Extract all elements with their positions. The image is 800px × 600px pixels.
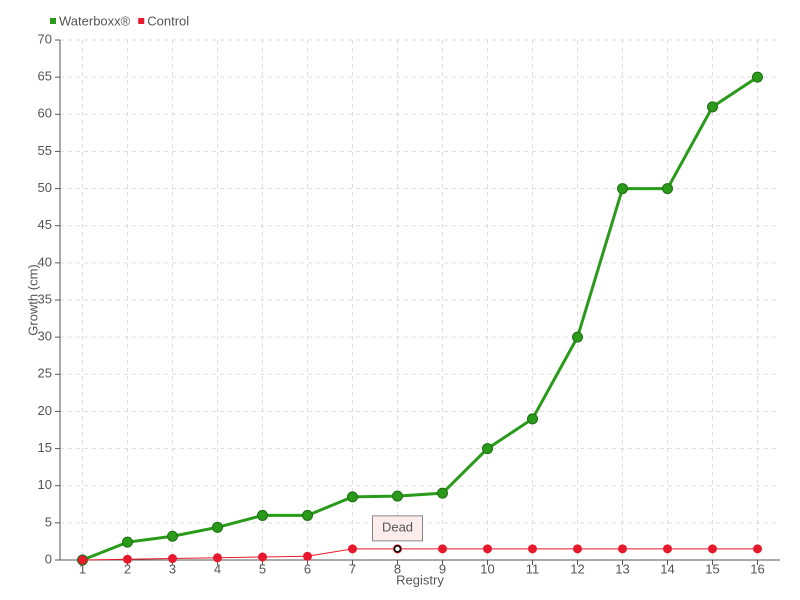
x-tick-label: 12 [570, 561, 584, 576]
data-point [347, 491, 358, 503]
x-tick-label: 10 [480, 561, 494, 576]
x-tick-label: 2 [124, 561, 131, 576]
annotation-text: Dead [382, 519, 413, 534]
data-point [212, 521, 223, 533]
x-tick-label: 6 [304, 561, 311, 576]
y-tick-label: 50 [38, 180, 52, 195]
data-point [708, 544, 717, 554]
y-tick-label: 10 [38, 477, 52, 492]
y-tick-label: 35 [38, 291, 52, 306]
data-point [167, 530, 178, 542]
x-tick-label: 14 [660, 561, 674, 576]
data-point [348, 544, 357, 554]
data-point [213, 553, 222, 563]
y-tick-label: 25 [38, 366, 52, 381]
annotation-point [393, 545, 402, 553]
x-tick-label: 16 [750, 561, 764, 576]
x-tick-label: 1 [79, 561, 86, 576]
data-point [572, 331, 583, 343]
x-tick-label: 3 [169, 561, 176, 576]
data-point [437, 487, 448, 499]
data-point [663, 544, 672, 554]
x-tick-label: 4 [214, 561, 221, 576]
y-tick-label: 5 [45, 514, 52, 529]
x-axis-label: Registry [396, 572, 444, 587]
x-tick-label: 9 [439, 561, 446, 576]
x-tick-label: 7 [349, 561, 356, 576]
series-line [82, 548, 758, 561]
series-line [81, 75, 759, 562]
annotation-box [372, 515, 423, 542]
legend-swatch [50, 18, 56, 24]
y-tick-label: 45 [38, 217, 52, 232]
y-tick-label: 60 [38, 106, 52, 121]
data-point [482, 443, 493, 455]
data-point [527, 413, 538, 425]
data-point [122, 536, 133, 548]
data-point [617, 183, 628, 195]
data-point [168, 554, 177, 564]
data-point [123, 554, 132, 564]
data-point [528, 544, 537, 554]
x-tick-label: 13 [615, 561, 629, 576]
data-point [78, 555, 87, 565]
data-point [753, 544, 762, 554]
data-point [438, 544, 447, 554]
y-tick-label: 40 [38, 254, 52, 269]
legend-swatch [138, 18, 145, 24]
y-tick-label: 65 [38, 69, 52, 84]
y-tick-label: 0 [45, 551, 52, 566]
y-tick-label: 55 [38, 143, 52, 158]
legend-label: Control [147, 13, 189, 28]
data-point [662, 183, 673, 195]
data-point [483, 544, 492, 554]
y-tick-label: 30 [38, 329, 52, 344]
data-point [392, 490, 403, 502]
y-tick-label: 70 [38, 31, 52, 46]
legend-label: Waterboxx® [59, 13, 131, 28]
y-tick-label: 20 [38, 403, 52, 418]
x-tick-label: 11 [526, 561, 540, 576]
x-tick-label: 5 [259, 561, 266, 576]
data-point [618, 544, 627, 554]
data-point [752, 71, 763, 83]
data-point [707, 101, 718, 113]
data-point [258, 552, 267, 562]
data-point [573, 544, 582, 554]
x-tick-label: 8 [394, 561, 401, 576]
data-point [302, 509, 313, 521]
y-axis-label: Growth (cm) [25, 264, 40, 336]
data-point [257, 509, 268, 521]
x-tick-label: 15 [705, 561, 719, 576]
data-point [303, 551, 312, 561]
y-tick-label: 15 [38, 440, 52, 455]
